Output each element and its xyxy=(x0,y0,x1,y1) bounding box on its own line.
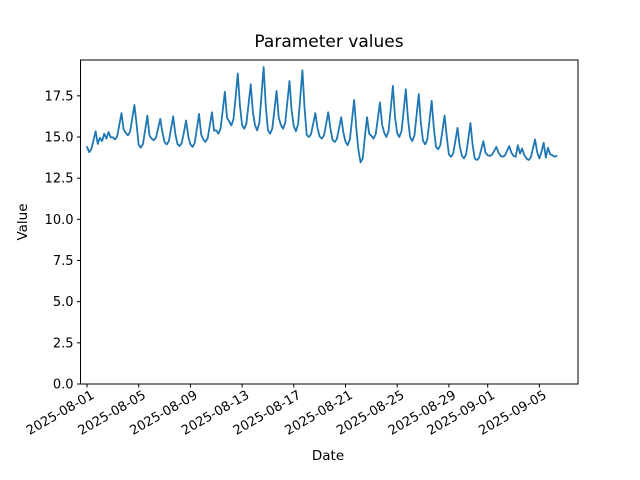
axes-frame xyxy=(80,59,579,385)
y-tick-label: 12.5 xyxy=(45,172,74,187)
data-line-parameter xyxy=(86,66,558,164)
x-axis-label: Date xyxy=(311,448,345,464)
chart-title: Parameter values xyxy=(254,32,404,52)
y-tick-label: 10.0 xyxy=(45,213,74,228)
y-tick-label: 0.0 xyxy=(53,378,74,393)
y-tick-label: 5.0 xyxy=(53,295,74,310)
y-tick-label: 15.0 xyxy=(45,130,74,145)
y-tick-label: 17.5 xyxy=(45,89,74,104)
y-tick-label: 2.5 xyxy=(53,336,74,351)
y-tick-label: 7.5 xyxy=(53,254,74,269)
